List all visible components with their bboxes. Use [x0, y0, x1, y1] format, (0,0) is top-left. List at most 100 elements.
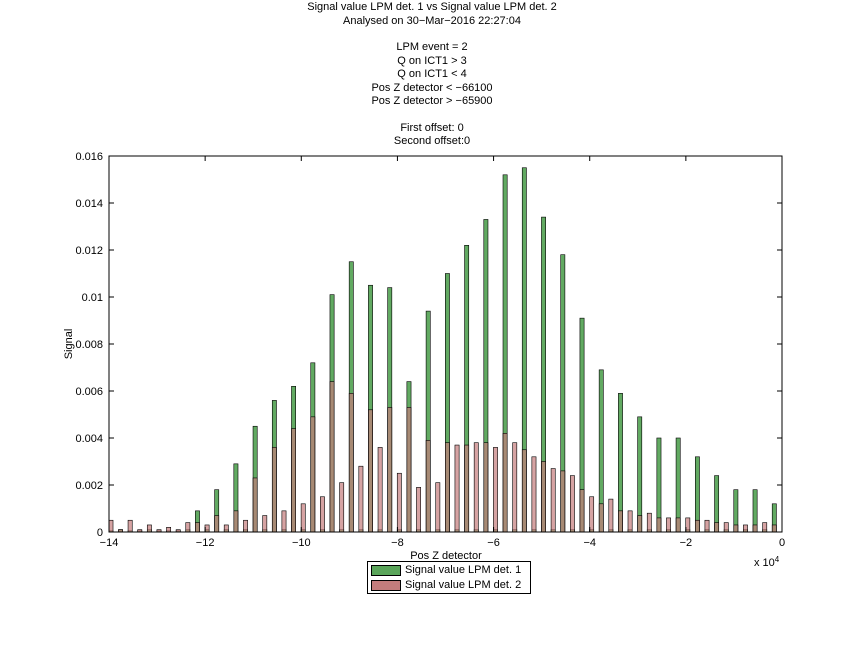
title-line: First offset: 0: [400, 121, 464, 134]
bar-det2: [406, 407, 412, 533]
bar-det2: [752, 524, 758, 533]
bar-det2: [454, 444, 460, 533]
bar-det2: [694, 519, 700, 533]
bar-det2: [675, 517, 681, 533]
bar-det2: [358, 465, 364, 533]
x-tick-label: −10: [292, 537, 311, 549]
bar-det2: [502, 432, 508, 533]
title-line: Q on ICT1 < 4: [397, 68, 467, 80]
bar-det2: [464, 444, 470, 533]
legend-entry-det2: Signal value LPM det. 2: [371, 579, 521, 592]
legend-entry-det1: Signal value LPM det. 1: [371, 564, 521, 577]
bar-det2: [223, 524, 229, 533]
bar-det2: [185, 522, 191, 533]
bar-det2: [291, 428, 296, 533]
y-tick-label: 0.002: [75, 480, 103, 492]
bar-det2: [166, 526, 172, 533]
bar-det2: [368, 409, 373, 533]
y-tick-label: 0.008: [75, 339, 103, 351]
legend-swatch-det1: [371, 564, 401, 576]
bar-det2: [743, 524, 748, 533]
legend-label-det1: Signal value LPM det. 1: [405, 564, 522, 576]
bar-det2: [377, 447, 383, 533]
x-tick-label: −2: [680, 537, 693, 549]
x-tick-label: −12: [196, 537, 215, 549]
bar-det2: [762, 522, 768, 533]
bar-det2: [435, 482, 441, 533]
bar-det2: [733, 524, 739, 533]
title-line: Analysed on 30−Mar−2016 22:27:04: [343, 14, 521, 27]
bar-det2: [608, 498, 614, 533]
y-tick-label: 0: [97, 527, 103, 539]
title-line: Second offset:0: [393, 135, 471, 147]
bar-det2: [262, 515, 268, 533]
bar-det2: [637, 515, 643, 533]
bar-det2: [771, 524, 777, 533]
bar-det2: [627, 510, 633, 533]
x-axis-exponent: x 104: [754, 555, 780, 569]
bar-det2: [396, 472, 402, 533]
title-line: LPM event = 2: [396, 41, 468, 53]
bar-det2: [233, 510, 239, 533]
bar-det2: [146, 524, 152, 533]
bar-det2: [714, 522, 720, 533]
x-tick-label: −6: [487, 537, 500, 549]
x-tick-label: −4: [583, 537, 596, 549]
title-line: Signal value LPM det. 1 vs Signal value …: [307, 1, 557, 13]
bars-layer: [108, 167, 777, 533]
bar-det2: [281, 510, 287, 533]
title-line: Pos Z detector > −65900: [371, 95, 493, 107]
bar-det2: [589, 496, 595, 533]
bar-det2: [252, 477, 258, 533]
bar-det2: [387, 407, 393, 533]
bar-det2: [445, 442, 450, 533]
chart-title: Signal value LPM det. 1 vs Signal value …: [0, 0, 864, 149]
bar-det2: [310, 416, 316, 533]
bar-det2: [214, 515, 220, 533]
y-tick-label: 0.006: [75, 386, 103, 398]
bar-det2: [473, 442, 479, 533]
x-axis-label: Pos Z detector: [410, 550, 482, 562]
bar-det2: [329, 381, 335, 533]
legend: Signal value LPM det. 1 Signal value LPM…: [367, 561, 531, 594]
y-axis-label: Signal: [63, 329, 75, 360]
x-axis-exponent-base: x 10: [754, 557, 775, 569]
bar-det2: [666, 517, 671, 533]
y-tick-label: 0.01: [82, 292, 103, 304]
bar-det2: [618, 510, 623, 533]
y-tick-label: 0.012: [75, 245, 103, 257]
bar-det2: [348, 393, 354, 533]
bar-det2: [243, 519, 248, 533]
bar-det2: [339, 482, 345, 533]
x-tick-label: 0: [779, 537, 785, 549]
bar-det2: [656, 517, 662, 533]
bar-det2: [646, 512, 652, 533]
bar-det2: [598, 503, 604, 533]
bar-det2: [579, 489, 585, 533]
legend-label-det2: Signal value LPM det. 2: [405, 579, 522, 591]
bar-det2: [195, 522, 200, 533]
bar-det2: [570, 475, 575, 533]
bar-det2: [493, 447, 498, 533]
bar-det2: [127, 519, 133, 533]
bar-det2: [521, 449, 527, 533]
bar-det1: [637, 416, 643, 533]
bar-det2: [704, 519, 710, 533]
ticks-layer: −14 −12 −10 −8 −6 −4 −2 0 0 0.002 0.004 0.006 0.008 0…: [75, 151, 785, 549]
x-tick-label: −8: [391, 537, 404, 549]
bar-det2: [723, 522, 729, 533]
x-axis-exponent-power: 4: [775, 555, 780, 564]
y-tick-label: 0.004: [75, 433, 103, 445]
bar-det2: [483, 442, 489, 533]
title-line: Pos Z detector < −66100: [371, 81, 493, 94]
bar-det2: [550, 468, 556, 533]
bar-det2: [531, 456, 537, 533]
bar-det2: [271, 447, 277, 533]
bar-det2: [320, 496, 325, 533]
y-tick-label: 0.016: [75, 151, 103, 163]
x-tick-label: −14: [100, 537, 119, 549]
bar-det2: [541, 461, 546, 533]
bar-det2: [560, 470, 566, 533]
bar-det2: [416, 487, 421, 533]
